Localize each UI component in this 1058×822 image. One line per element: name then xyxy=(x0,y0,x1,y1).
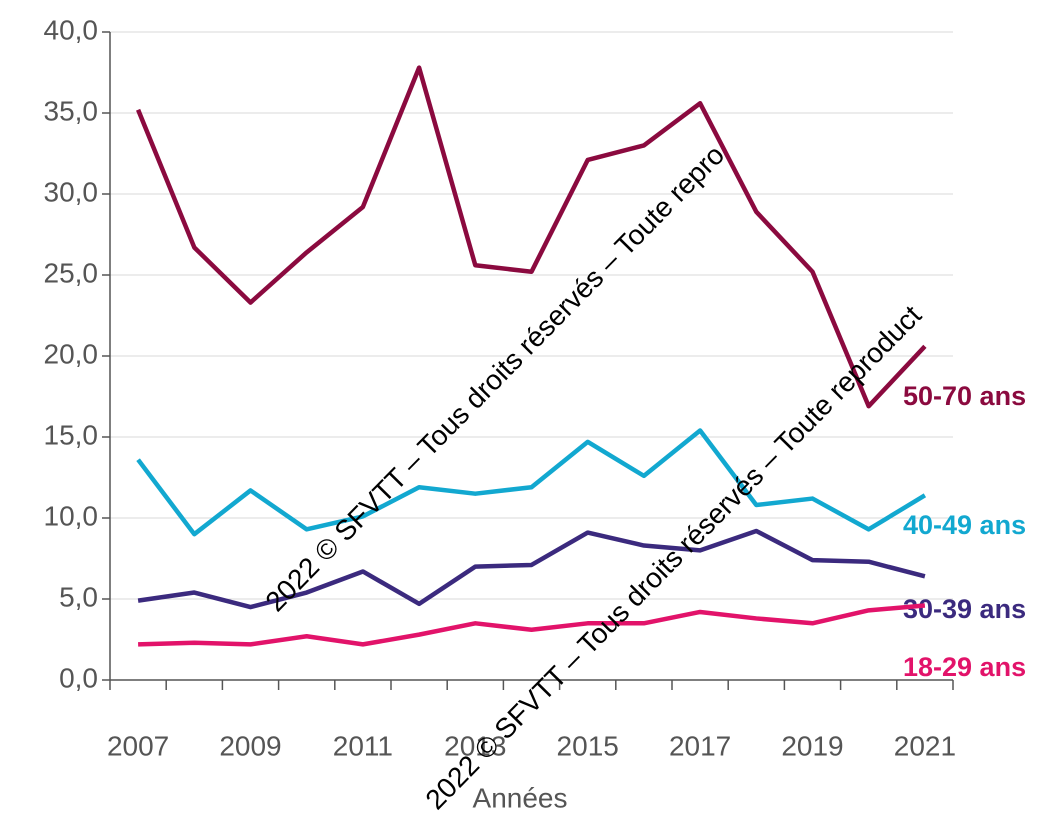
y-tick-label: 15,0 xyxy=(44,419,99,450)
x-tick-label: 2017 xyxy=(669,730,731,761)
y-tick-label: 10,0 xyxy=(44,500,99,531)
x-tick-label: 2019 xyxy=(781,730,843,761)
x-tick-label: 2007 xyxy=(107,730,169,761)
y-tick-label: 35,0 xyxy=(44,95,99,126)
y-tick-label: 40,0 xyxy=(44,14,99,45)
series-line xyxy=(138,603,926,647)
series-line xyxy=(137,528,926,610)
series-line xyxy=(136,428,927,537)
y-tick-label: 0,0 xyxy=(59,662,98,693)
x-axis-label: Années xyxy=(473,782,568,813)
y-tick-label: 25,0 xyxy=(44,257,99,288)
x-tick-label: 2021 xyxy=(894,730,956,761)
x-tick-label: 2015 xyxy=(557,730,619,761)
series-label: 50-70 ans xyxy=(903,381,1026,411)
x-tick-label: 2011 xyxy=(333,730,393,761)
x-tick-label: 2013 xyxy=(444,730,506,761)
series-label: 18-29 ans xyxy=(903,652,1026,682)
y-tick-label: 20,0 xyxy=(44,338,99,369)
y-tick-label: 5,0 xyxy=(59,581,98,612)
x-tick-label: 2009 xyxy=(219,730,281,761)
y-tick-label: 30,0 xyxy=(44,176,99,207)
series-line xyxy=(136,65,927,409)
series-label: 40-49 ans xyxy=(903,510,1026,540)
series-label: 30-39 ans xyxy=(903,594,1026,624)
